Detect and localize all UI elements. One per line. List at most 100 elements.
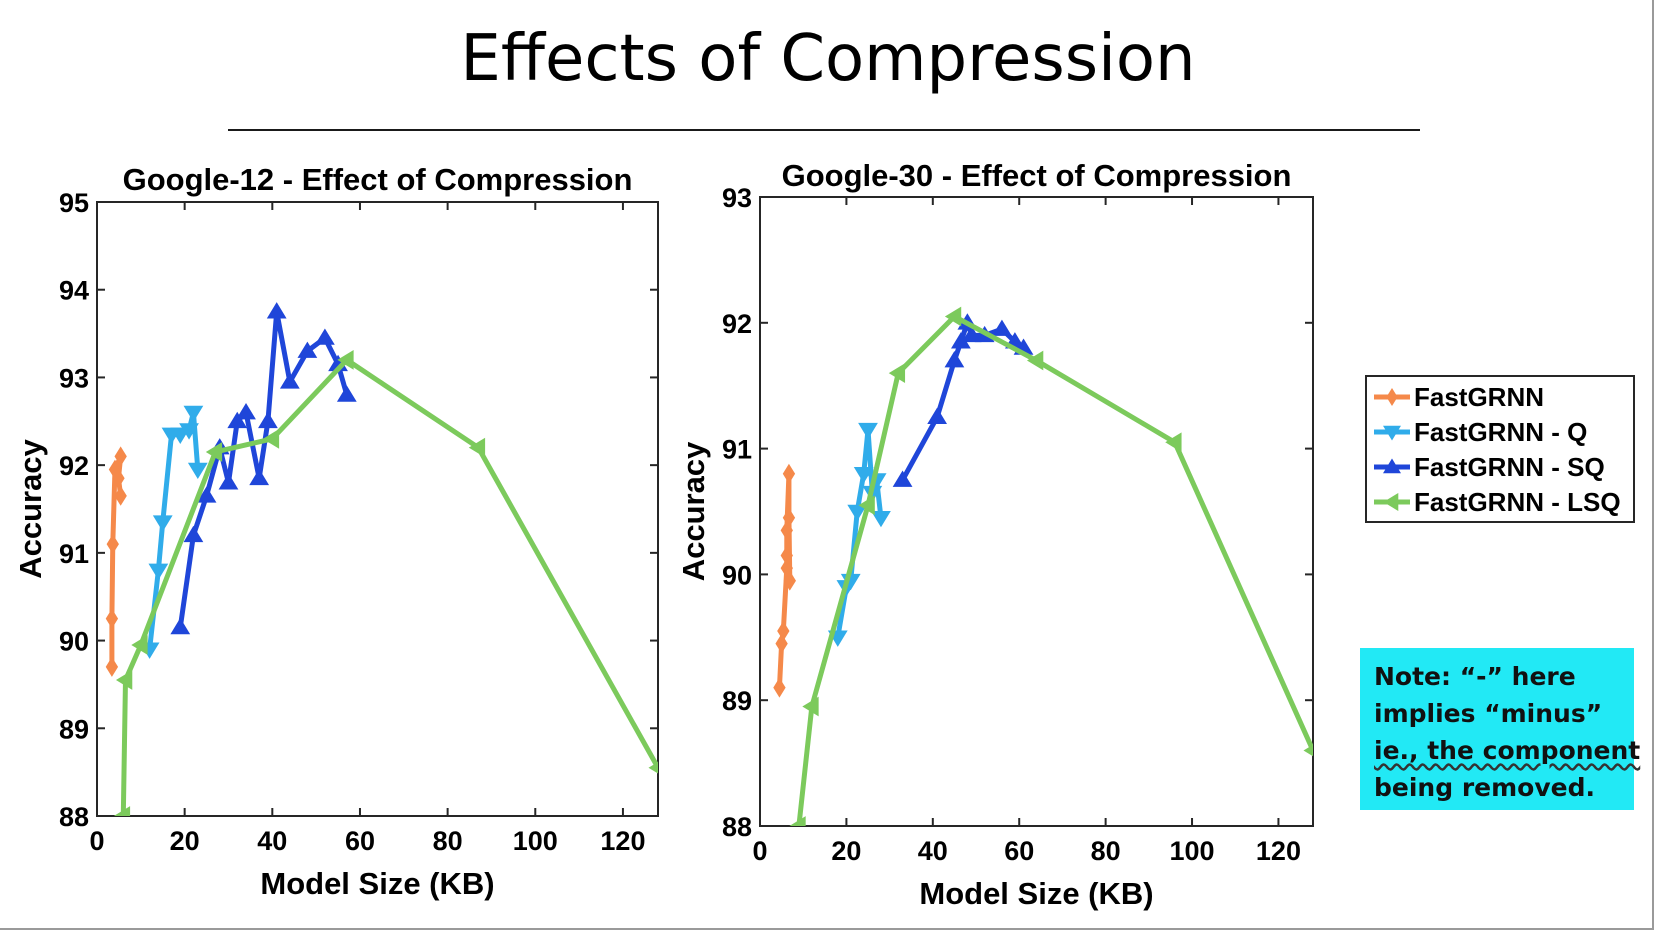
series-line-fastgrnn [109,453,124,670]
data-point-fastgrnn [114,485,127,506]
data-point-fastgrnn-sq [183,525,204,543]
data-point-fastgrnn-lsq [131,635,148,655]
data-point-fastgrnn-lsq [858,495,875,516]
legend-label: FastGRNN - Q [1414,417,1587,447]
slide-title: Effects of Compression [460,22,1196,96]
data-point-fastgrnn-lsq [113,806,131,816]
data-point-fastgrnn-lsq [262,428,280,449]
note-line-2: implies “minus” [1374,699,1603,728]
data-point-fastgrnn [782,507,796,528]
plot-area [773,306,1313,826]
note-line-3: ie., the component [1374,736,1641,765]
y-tick-label: 93 [59,363,89,393]
series-line-fastgrnn-lsq [120,357,658,816]
data-point-fastgrnn-lsq [205,442,223,462]
legend-label: FastGRNN - LSQ [1414,487,1621,517]
data-point-fastgrnn-lsq [648,761,658,774]
legend-swatch-marker [1386,388,1398,406]
legend-label: FastGRNN - SQ [1414,452,1605,482]
data-point-fastgrnn-sq [927,407,948,424]
data-point-fastgrnn [112,468,125,489]
data-point-fastgrnn-q [871,510,891,528]
data-point-fastgrnn-sq [892,470,913,487]
x-tick-label: 120 [1256,836,1301,866]
y-tick-label: 92 [722,309,752,339]
data-point-fastgrnn [105,656,119,677]
y-tick-label: 88 [722,812,752,842]
data-point-fastgrnn-sq [944,351,965,368]
y-tick-label: 90 [722,560,752,590]
y-tick-label: 91 [59,539,89,569]
x-tick-label: 40 [918,836,948,866]
x-tick-label: 60 [345,826,375,856]
data-point-fastgrnn-q [148,563,169,580]
data-point-fastgrnn-lsq [789,816,806,826]
x-tick-label: 80 [1091,836,1121,866]
y-tick-label: 95 [59,188,89,218]
data-point-fastgrnn-q [152,515,173,532]
data-point-fastgrnn-sq [218,473,239,490]
data-point-fastgrnn-sq [992,319,1012,336]
data-point-fastgrnn-q [847,504,868,522]
x-tick-label: 40 [257,826,287,856]
data-point-fastgrnn [777,621,790,641]
chart-title: Google-30 - Effect of Compression [782,158,1292,193]
data-point-fastgrnn-sq [297,341,318,358]
y-tick-label: 92 [59,451,89,481]
data-point-fastgrnn-lsq [888,363,906,384]
data-point-fastgrnn-lsq [1026,350,1044,371]
y-tick-label: 90 [59,627,89,657]
y-tick-label: 91 [722,435,752,465]
data-point-fastgrnn-q [187,462,208,480]
data-point-fastgrnn-lsq [1303,744,1313,757]
data-point-fastgrnn-sq [266,302,287,319]
data-point-fastgrnn-q [858,422,878,440]
y-axis-label: Accuracy [676,441,711,581]
data-point-fastgrnn-sq [249,468,270,486]
x-tick-label: 120 [600,826,645,856]
data-point-fastgrnn-lsq [1165,432,1182,453]
data-point-fastgrnn-lsq [944,306,962,327]
series-line-fastgrnn-sq [177,309,350,630]
data-point-fastgrnn [773,677,786,698]
y-tick-label: 94 [59,276,89,306]
x-axis-label: Model Size (KB) [919,876,1153,911]
data-point-fastgrnn-sq [227,411,248,429]
data-point-fastgrnn-sq [961,325,982,343]
data-point-fastgrnn [105,608,119,629]
x-tick-label: 100 [513,826,558,856]
x-tick-label: 20 [831,836,861,866]
data-point-fastgrnn [780,520,793,541]
x-tick-label: 100 [1170,836,1215,866]
note-line-4: being removed. [1374,773,1595,802]
chart-title: Google-12 - Effect of Compression [123,162,633,197]
x-axis-label: Model Size (KB) [260,866,494,901]
plot-frame [759,196,1314,827]
x-tick-label: 20 [170,826,200,856]
plot-area [105,302,658,816]
legend-box [1365,375,1635,523]
y-tick-label: 93 [722,183,752,213]
note-line-1: Note: “-” here [1374,662,1576,691]
chart-google-12: Google-12 - Effect of Compression 0 20 40 60… [13,162,659,901]
y-axis-label: Accuracy [13,438,48,578]
y-tick-label: 88 [59,802,89,832]
x-tick-label: 80 [433,826,463,856]
chart-google-30: Google-30 - Effect of Compression 0 20 40 60… [676,158,1314,911]
legend-swatch-marker [1383,458,1401,474]
note-box: Note: “-” here implies “minus” ie., the … [1360,648,1641,810]
legend-swatch-marker [1383,425,1401,441]
series-line-fastgrnn-lsq [796,314,1313,826]
data-point-fastgrnn-lsq [468,437,486,458]
data-point-fastgrnn-sq [196,486,217,503]
plot-frame [96,201,659,817]
data-point-fastgrnn-sq [315,328,335,345]
data-point-fastgrnn [782,463,796,484]
data-point-fastgrnn-sq [279,372,300,389]
slide-frame [0,0,1654,930]
data-point-fastgrnn [106,534,119,555]
data-point-fastgrnn [783,570,796,591]
x-tick-label: 0 [752,836,767,866]
data-point-fastgrnn-lsq [802,696,819,717]
data-point-fastgrnn-sq [336,385,357,402]
